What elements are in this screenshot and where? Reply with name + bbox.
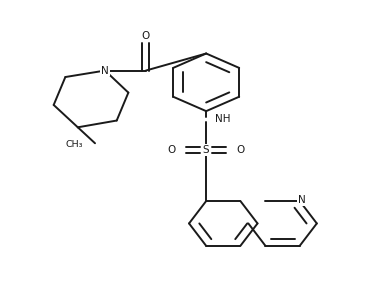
Text: O: O — [142, 31, 150, 41]
Text: O: O — [236, 145, 245, 155]
Text: CH₃: CH₃ — [65, 140, 82, 149]
Text: O: O — [168, 145, 176, 155]
Text: N: N — [298, 195, 305, 205]
Text: S: S — [203, 145, 210, 155]
Text: N: N — [101, 66, 109, 76]
Text: NH: NH — [215, 114, 230, 124]
